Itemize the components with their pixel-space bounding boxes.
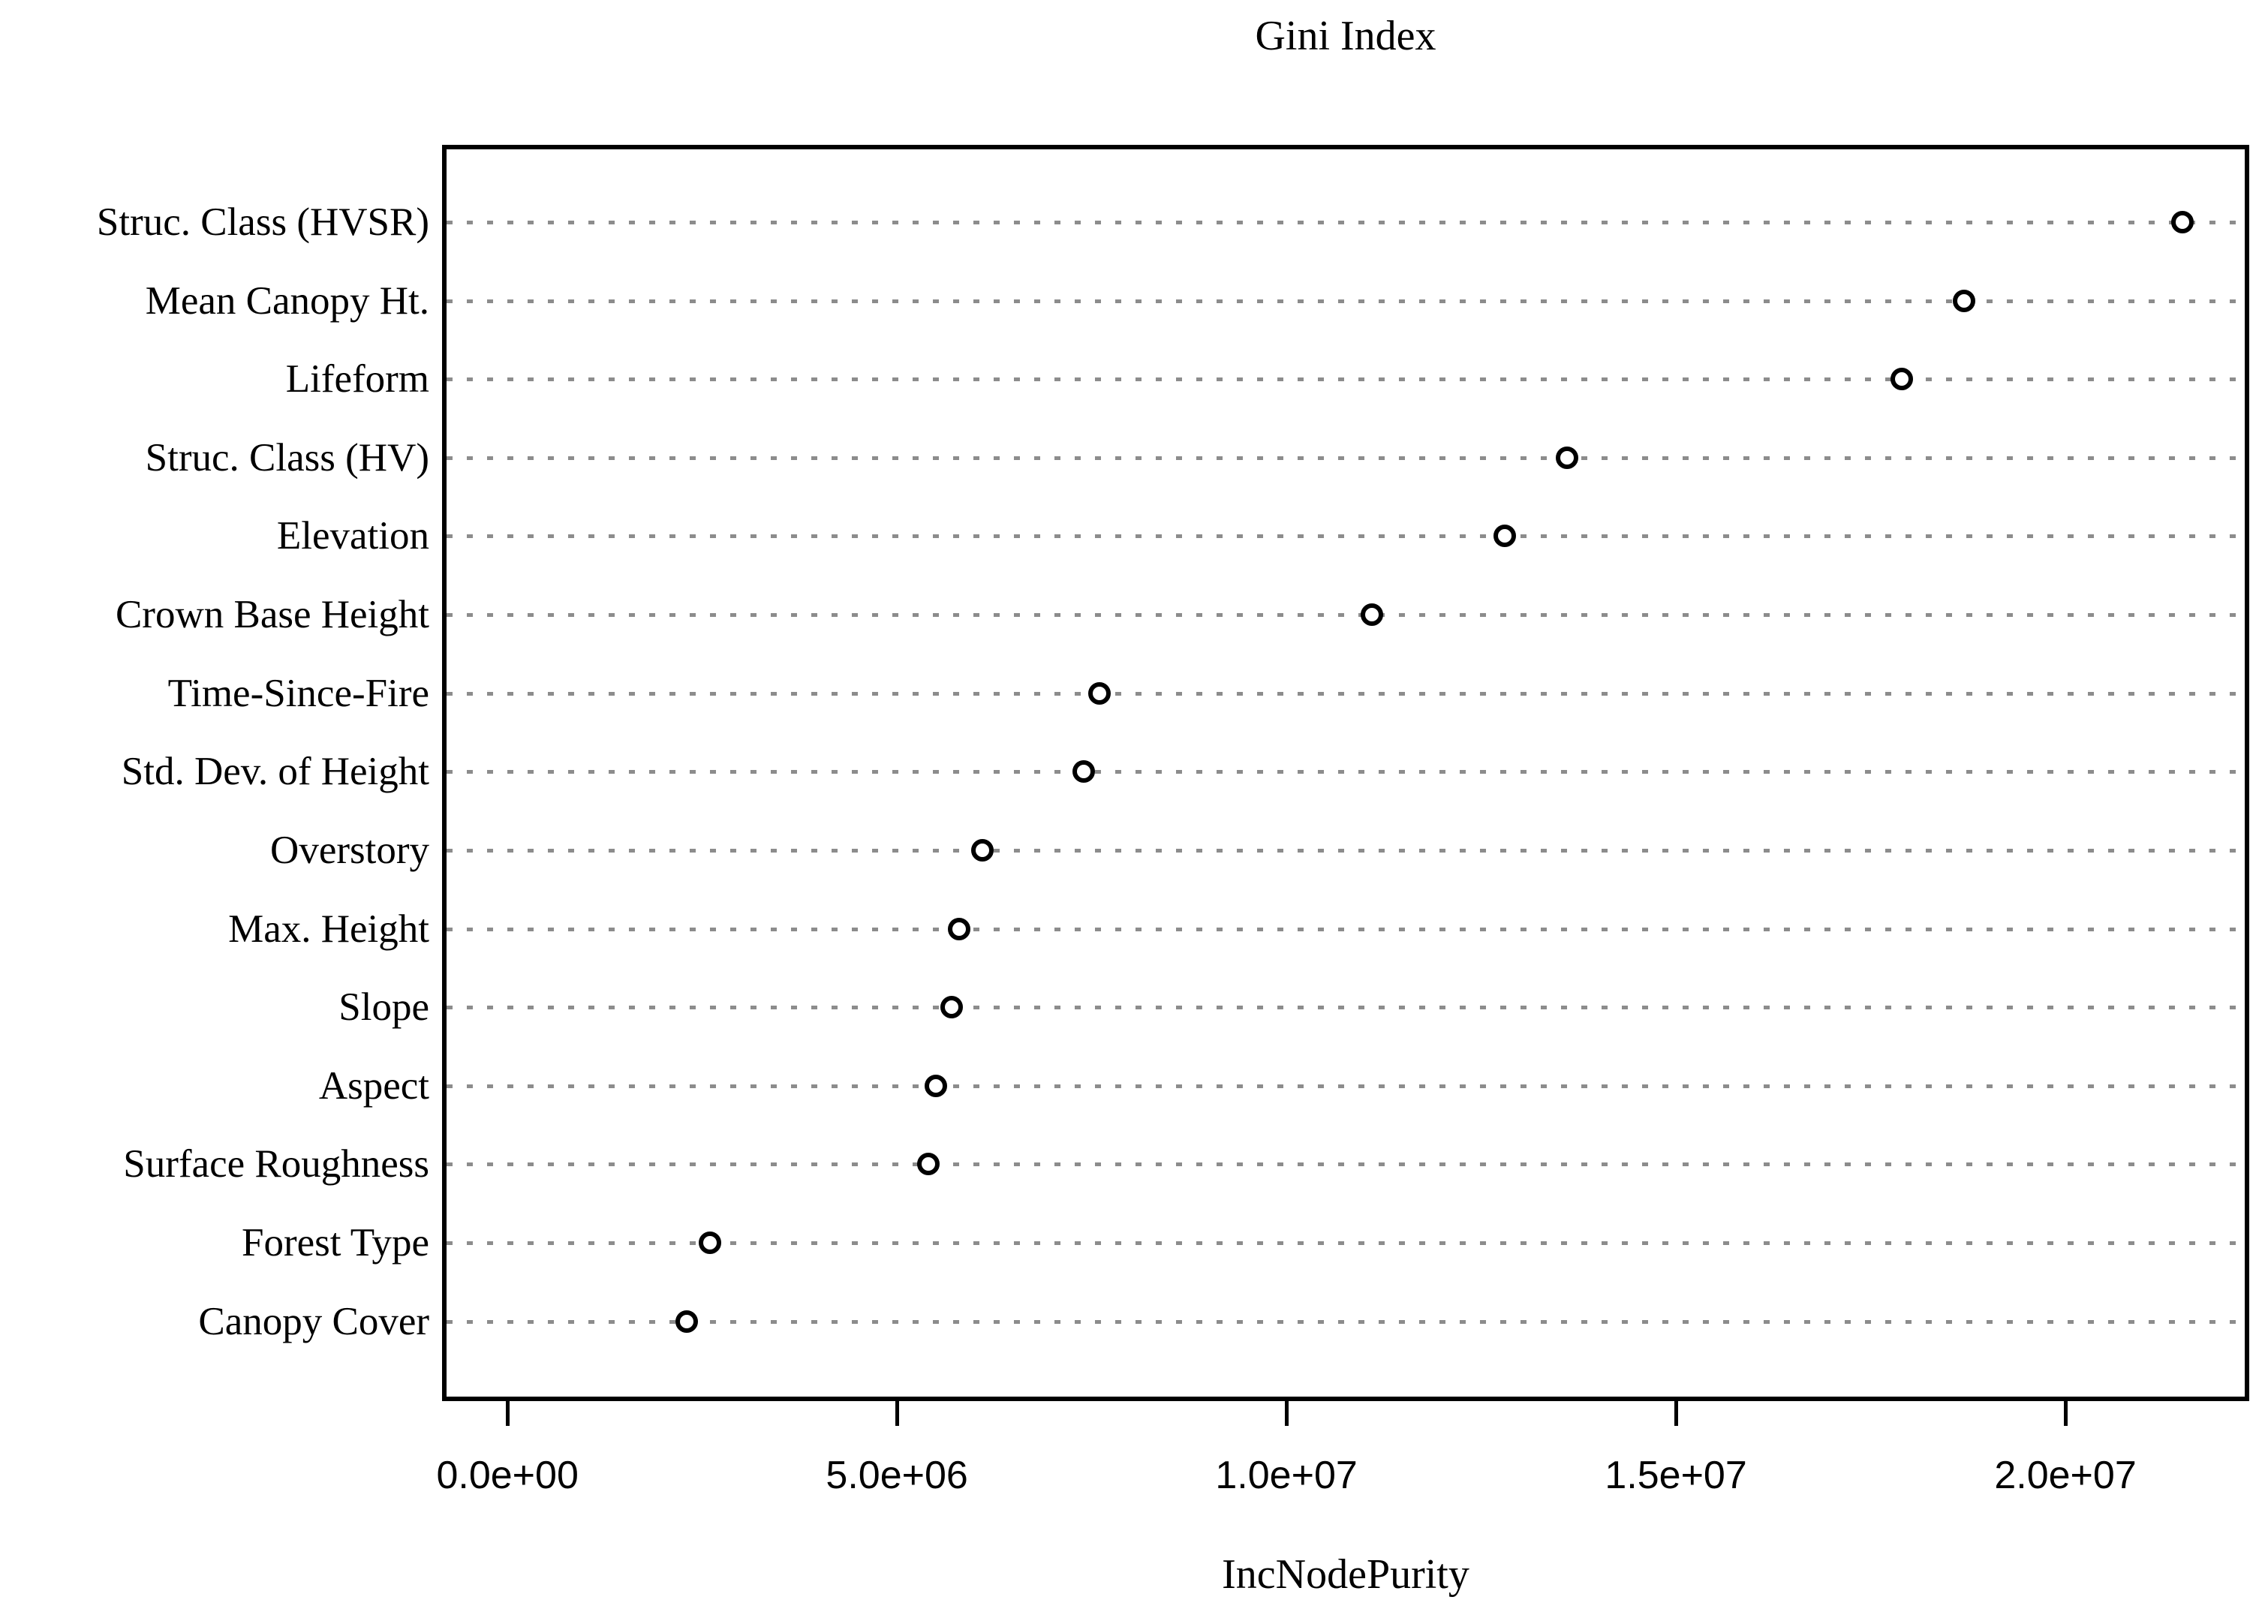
x-axis-tick-label: 1.5e+07 xyxy=(1605,1454,1747,1497)
data-point-marker xyxy=(940,996,963,1019)
x-axis-tick xyxy=(2064,1399,2068,1426)
category-label: Struc. Class (HVSR) xyxy=(96,200,429,244)
row-gridline xyxy=(447,220,2245,224)
row-gridline xyxy=(447,691,2245,696)
data-point-marker xyxy=(916,1153,940,1176)
category-label: Slope xyxy=(338,985,429,1030)
row-gridline xyxy=(447,377,2245,382)
category-label: Mean Canopy Ht. xyxy=(145,278,429,323)
x-axis-tick-label: 1.0e+07 xyxy=(1215,1454,1358,1497)
row-gridline xyxy=(447,1162,2245,1167)
data-point-marker xyxy=(1891,368,1914,391)
row-gridline xyxy=(447,1319,2245,1324)
row-gridline xyxy=(447,534,2245,539)
row-gridline xyxy=(447,1084,2245,1088)
data-point-marker xyxy=(699,1232,722,1255)
x-axis-tick-label: 2.0e+07 xyxy=(1994,1454,2137,1497)
row-gridline xyxy=(447,1241,2245,1246)
category-label: Crown Base Height xyxy=(115,593,429,637)
category-label: Aspect xyxy=(318,1063,429,1108)
data-point-marker xyxy=(1088,681,1111,705)
x-axis-tick-label: 0.0e+00 xyxy=(436,1454,579,1497)
row-gridline xyxy=(447,456,2245,460)
plot-area-frame xyxy=(442,145,2249,1401)
row-gridline xyxy=(447,299,2245,303)
x-axis-tick xyxy=(506,1399,510,1426)
category-label: Lifeform xyxy=(285,357,429,401)
category-label: Max. Height xyxy=(228,907,429,951)
x-axis-title: IncNodePurity xyxy=(1222,1551,1469,1598)
row-gridline xyxy=(447,770,2245,774)
category-label: Elevation xyxy=(276,514,429,558)
category-label: Surface Roughness xyxy=(123,1142,429,1186)
row-gridline xyxy=(447,848,2245,853)
x-axis-tick xyxy=(1674,1399,1679,1426)
category-label: Forest Type xyxy=(242,1221,429,1265)
data-point-marker xyxy=(675,1310,698,1333)
data-point-marker xyxy=(1953,289,1976,312)
data-point-marker xyxy=(1072,760,1096,783)
data-point-marker xyxy=(971,838,994,862)
category-label: Std. Dev. of Height xyxy=(121,750,429,794)
data-point-marker xyxy=(1493,525,1516,548)
row-gridline xyxy=(447,613,2245,618)
x-axis-tick xyxy=(1285,1399,1289,1426)
data-point-marker xyxy=(925,1074,948,1097)
data-point-marker xyxy=(1361,603,1384,627)
data-point-marker xyxy=(2170,210,2194,233)
category-label: Struc. Class (HV) xyxy=(145,435,429,480)
x-axis-tick-label: 5.0e+06 xyxy=(826,1454,968,1497)
data-point-marker xyxy=(1555,446,1578,469)
category-label: Time-Since-Fire xyxy=(167,671,429,715)
x-axis-tick xyxy=(895,1399,900,1426)
row-gridline xyxy=(447,1006,2245,1010)
chart-title: Gini Index xyxy=(1255,13,1436,59)
category-label: Canopy Cover xyxy=(198,1299,429,1343)
row-gridline xyxy=(447,927,2245,931)
category-label: Overstory xyxy=(270,828,429,872)
data-point-marker xyxy=(948,917,971,940)
